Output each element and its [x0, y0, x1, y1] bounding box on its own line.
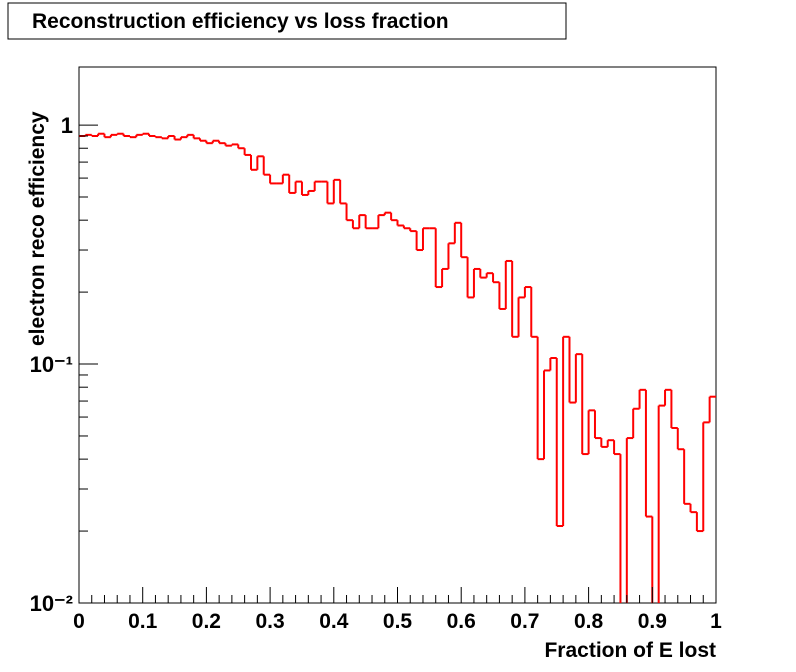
y-tick-label: 10⁻²	[30, 591, 73, 616]
x-tick-label: 0.6	[447, 610, 476, 633]
y-tick-label: 1	[61, 113, 73, 138]
x-tick-label: 0.5	[383, 610, 413, 633]
x-tick-label: 0.2	[192, 610, 221, 633]
x-tick-label: 1	[710, 610, 722, 633]
x-tick-label: 0.4	[319, 610, 349, 633]
chart-title: Reconstruction efficiency vs loss fracti…	[32, 10, 449, 33]
y-axis-label: electron reco efficiency	[26, 111, 49, 346]
x-tick-label: 0	[73, 610, 85, 633]
x-tick-label: 0.8	[574, 610, 604, 633]
x-tick-label: 0.3	[255, 610, 284, 633]
x-tick-label: 0.7	[510, 610, 539, 633]
title-box	[7, 2, 567, 40]
y-tick-label: 10⁻¹	[30, 352, 73, 377]
x-axis-label: Fraction of E lost	[544, 639, 716, 662]
x-tick-label: 0.9	[638, 610, 667, 633]
x-tick-label: 0.1	[128, 610, 158, 633]
histogram	[79, 132, 716, 603]
